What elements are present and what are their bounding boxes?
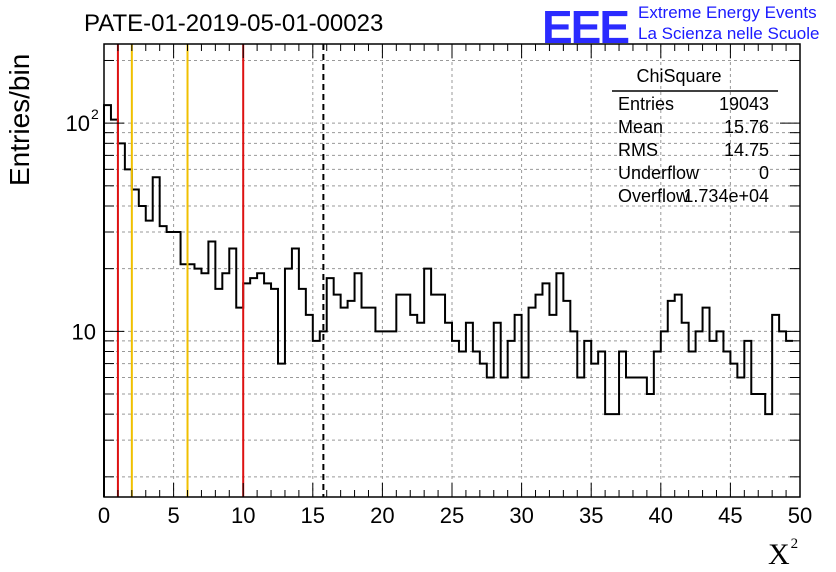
y-tick-label: 10 2 (66, 106, 99, 136)
x-tick-label: 0 (98, 503, 110, 528)
x-axis-label: X2 (768, 536, 799, 571)
stats-value: 1.734e+04 (683, 186, 769, 206)
y-tick-label-exponent: 2 (91, 106, 99, 122)
logo-text-line1: Extreme Energy Events (638, 3, 817, 22)
x-tick-label: 45 (718, 503, 742, 528)
stats-label: Mean (618, 117, 663, 137)
stats-box: ChiSquare Entries 19043 Mean 15.76 RMS 14.75 Un… (612, 66, 778, 206)
chart-title: PATE-01-2019-05-01-00023 (84, 10, 384, 37)
stats-label: Underflow (618, 163, 700, 183)
x-tick-label: 50 (788, 503, 812, 528)
x-tick-label: 10 (231, 503, 255, 528)
stats-value: 15.76 (724, 117, 769, 137)
x-tick-label: 5 (167, 503, 179, 528)
logo-text-line2: La Scienza nelle Scuole (638, 24, 820, 43)
x-tick-label: 30 (509, 503, 533, 528)
y-tick-label: 10 (72, 319, 96, 344)
stats-title: ChiSquare (636, 66, 721, 86)
x-tick-label: 40 (649, 503, 673, 528)
y-tick-label-base: 10 (66, 111, 90, 136)
stats-value: 19043 (719, 94, 769, 114)
stats-value: 0 (759, 163, 769, 183)
stats-value: 14.75 (724, 140, 769, 160)
x-axis-label-superscript: 2 (790, 536, 799, 552)
x-tick-label: 35 (579, 503, 603, 528)
x-tick-label: 15 (301, 503, 325, 528)
stats-label: RMS (618, 140, 658, 160)
stats-label: Entries (618, 94, 674, 114)
x-tick-label: 20 (370, 503, 394, 528)
stats-label: Overflow (618, 186, 690, 206)
histogram-bars (103, 104, 794, 497)
y-tick-label-base: 10 (72, 319, 96, 344)
threshold-lines (116, 44, 325, 497)
x-tick-label: 25 (440, 503, 464, 528)
histogram-line (103, 104, 794, 497)
